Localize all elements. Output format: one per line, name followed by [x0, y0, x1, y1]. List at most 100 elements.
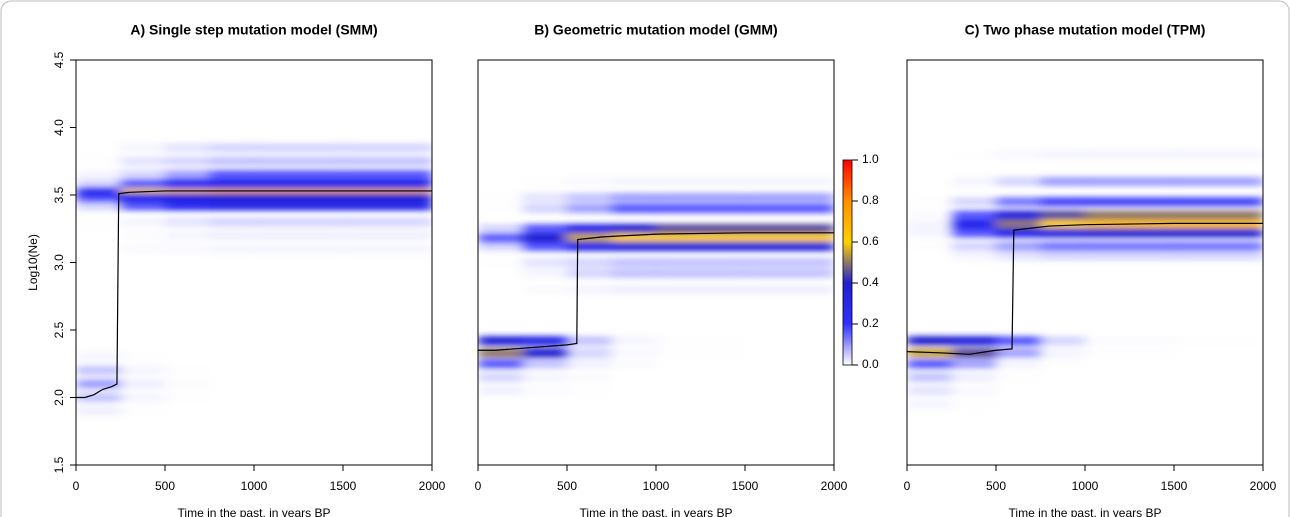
heat-cell — [996, 210, 1041, 220]
heat-cell — [611, 233, 657, 243]
heat-cell — [1041, 386, 1086, 395]
heat-cell — [656, 176, 746, 187]
x-tick-label: 1500 — [732, 479, 759, 493]
heat-cell — [478, 192, 523, 203]
median-line — [907, 222, 1263, 355]
heat-cell — [1040, 210, 1086, 220]
heat-cell — [745, 268, 834, 279]
heat-cell — [996, 228, 1041, 238]
y-tick-label: 2.5 — [52, 321, 66, 338]
heatmap — [907, 149, 1264, 409]
heat-cell — [478, 257, 523, 268]
heat-cell — [1174, 386, 1264, 395]
heat-cell — [76, 170, 121, 180]
heat-cell — [254, 217, 344, 227]
colorbar-tick-label: 0.6 — [862, 234, 879, 248]
heat-cell — [1085, 348, 1175, 358]
heat-cell — [1174, 219, 1263, 230]
heat-cell — [522, 336, 568, 346]
heat-cell — [951, 336, 997, 346]
heat-cell — [1085, 251, 1175, 261]
y-tick-label: 4.5 — [52, 51, 66, 68]
heat-cell — [522, 284, 568, 295]
heat-cell — [951, 241, 997, 252]
x-tick-label: 500 — [986, 479, 1006, 493]
heat-cell — [254, 187, 344, 198]
heat-cell — [210, 352, 255, 361]
heat-cell — [1085, 210, 1175, 220]
colorbar — [842, 159, 853, 366]
heat-cell — [478, 372, 523, 382]
heat-cell — [210, 406, 255, 415]
heat-cell — [656, 359, 746, 369]
heat-cell — [165, 244, 210, 254]
heat-cell — [996, 359, 1041, 369]
heat-cell — [1040, 251, 1086, 261]
heat-cell — [343, 192, 432, 203]
heat-cell — [1040, 359, 1086, 369]
heat-cell — [1174, 359, 1264, 368]
heat-cell — [343, 379, 433, 388]
heat-cell — [745, 233, 834, 243]
heat-cell — [254, 230, 344, 241]
heat-cell — [522, 203, 568, 214]
heat-cell — [209, 187, 255, 198]
heat-cell — [745, 386, 835, 395]
heat-cell — [611, 192, 657, 203]
heat-cell — [1174, 197, 1263, 207]
heat-cell — [254, 170, 344, 180]
heat-cell — [656, 268, 746, 279]
heat-cell — [343, 170, 432, 180]
heat-cell — [656, 336, 746, 346]
heat-cell — [478, 386, 523, 396]
heat-cell — [343, 366, 433, 375]
heat-cell — [478, 285, 523, 294]
heat-cell — [745, 176, 834, 187]
x-tick-label: 2000 — [419, 479, 446, 493]
heat-cell — [745, 203, 834, 214]
heat-cell — [120, 379, 166, 389]
heat-cell — [120, 406, 166, 416]
x-tick-label: 1000 — [241, 479, 268, 493]
heat-cell — [996, 400, 1041, 409]
heat-cell — [1085, 149, 1175, 160]
heat-cell — [1174, 400, 1264, 409]
heat-cell — [567, 224, 612, 234]
heatmap-cells — [907, 149, 1264, 409]
heat-cell — [522, 386, 568, 396]
heat-cell — [1174, 251, 1263, 261]
heat-cell — [478, 359, 523, 369]
heat-cell — [611, 176, 657, 187]
heat-cell — [745, 241, 834, 252]
y-tick-label: 2.0 — [52, 389, 66, 406]
heat-cell — [76, 201, 121, 211]
heat-cell — [1174, 210, 1263, 220]
heat-cell — [478, 233, 523, 243]
heat-cell — [254, 179, 344, 189]
y-tick-label: 3.5 — [52, 186, 66, 203]
heat-cell — [567, 284, 612, 295]
heat-cell — [165, 217, 210, 227]
heat-cell — [120, 244, 166, 254]
heat-cell — [165, 156, 210, 166]
heat-cell — [522, 359, 568, 369]
heat-cell — [76, 365, 121, 376]
heat-cell — [745, 359, 835, 368]
heat-cell — [1040, 372, 1086, 382]
x-tick-label: 1000 — [643, 479, 670, 493]
heat-cell — [120, 179, 166, 189]
heat-cell — [76, 143, 121, 152]
heat-cell — [612, 386, 657, 395]
heat-cell — [1085, 176, 1175, 187]
heat-cell — [611, 336, 657, 346]
heat-cell — [343, 179, 432, 189]
panel-title: C) Two phase mutation model (TPM) — [965, 22, 1206, 38]
heat-cell — [343, 217, 432, 227]
heat-cell — [951, 359, 997, 369]
x-tick-label: 1500 — [1161, 479, 1188, 493]
panel-title: B) Geometric mutation model (GMM) — [534, 22, 777, 38]
heat-cell — [745, 257, 834, 268]
heat-cell — [996, 197, 1041, 207]
heat-cell — [951, 228, 997, 238]
